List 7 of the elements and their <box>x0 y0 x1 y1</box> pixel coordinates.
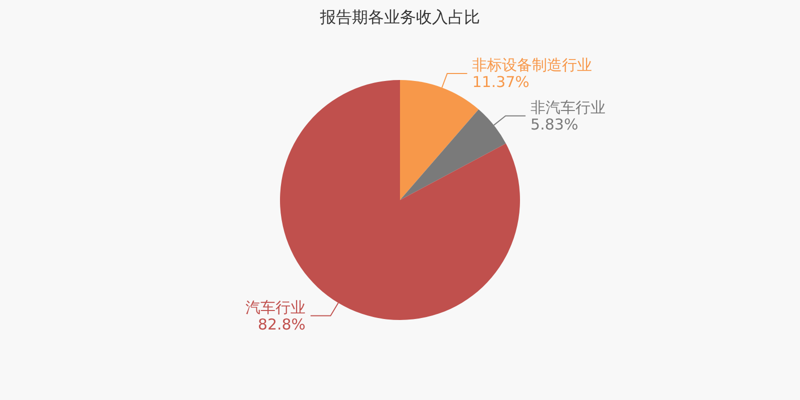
data-label: 82.8% <box>258 315 306 334</box>
data-label: 11.37% <box>472 73 530 92</box>
slice-label: 非汽车行业 <box>530 98 606 116</box>
chart-title: 报告期各业务收入占比 <box>319 8 480 26</box>
data-label: 5.83% <box>530 115 578 134</box>
slice-label: 汽车行业 <box>246 298 306 316</box>
slice-label: 非标设备制造行业 <box>472 56 592 74</box>
